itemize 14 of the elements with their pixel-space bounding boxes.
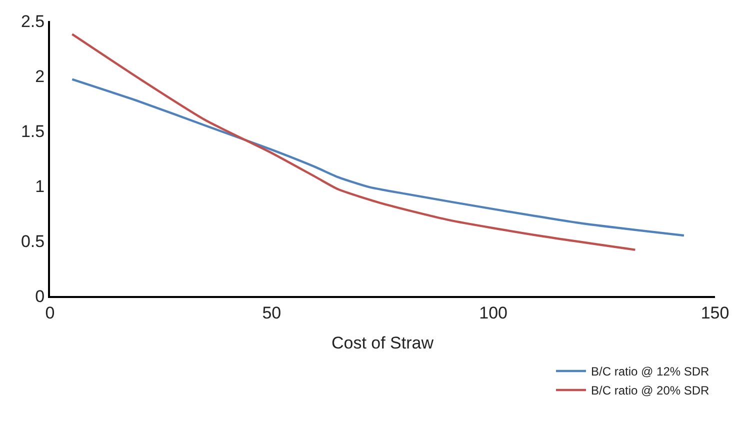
y-tick-label: 0.5 [20, 232, 45, 251]
legend-label: B/C ratio @ 12% SDR [591, 364, 710, 379]
y-tick-label: 1.5 [20, 122, 45, 141]
x-tick-label: 50 [262, 303, 282, 322]
y-tick-label: 1 [35, 176, 45, 196]
legend-label: B/C ratio @ 20% SDR [591, 384, 710, 398]
line-series [71, 78, 686, 237]
x-tick-label: 100 [479, 303, 508, 322]
line-series [71, 33, 636, 251]
x-axis-title: Cost of Straw [331, 333, 434, 352]
y-tick-label: 2.5 [20, 12, 45, 31]
y-tick-label: 0 [35, 286, 45, 306]
y-tick-label: 2 [35, 66, 45, 86]
x-tick-label: 150 [700, 303, 730, 322]
